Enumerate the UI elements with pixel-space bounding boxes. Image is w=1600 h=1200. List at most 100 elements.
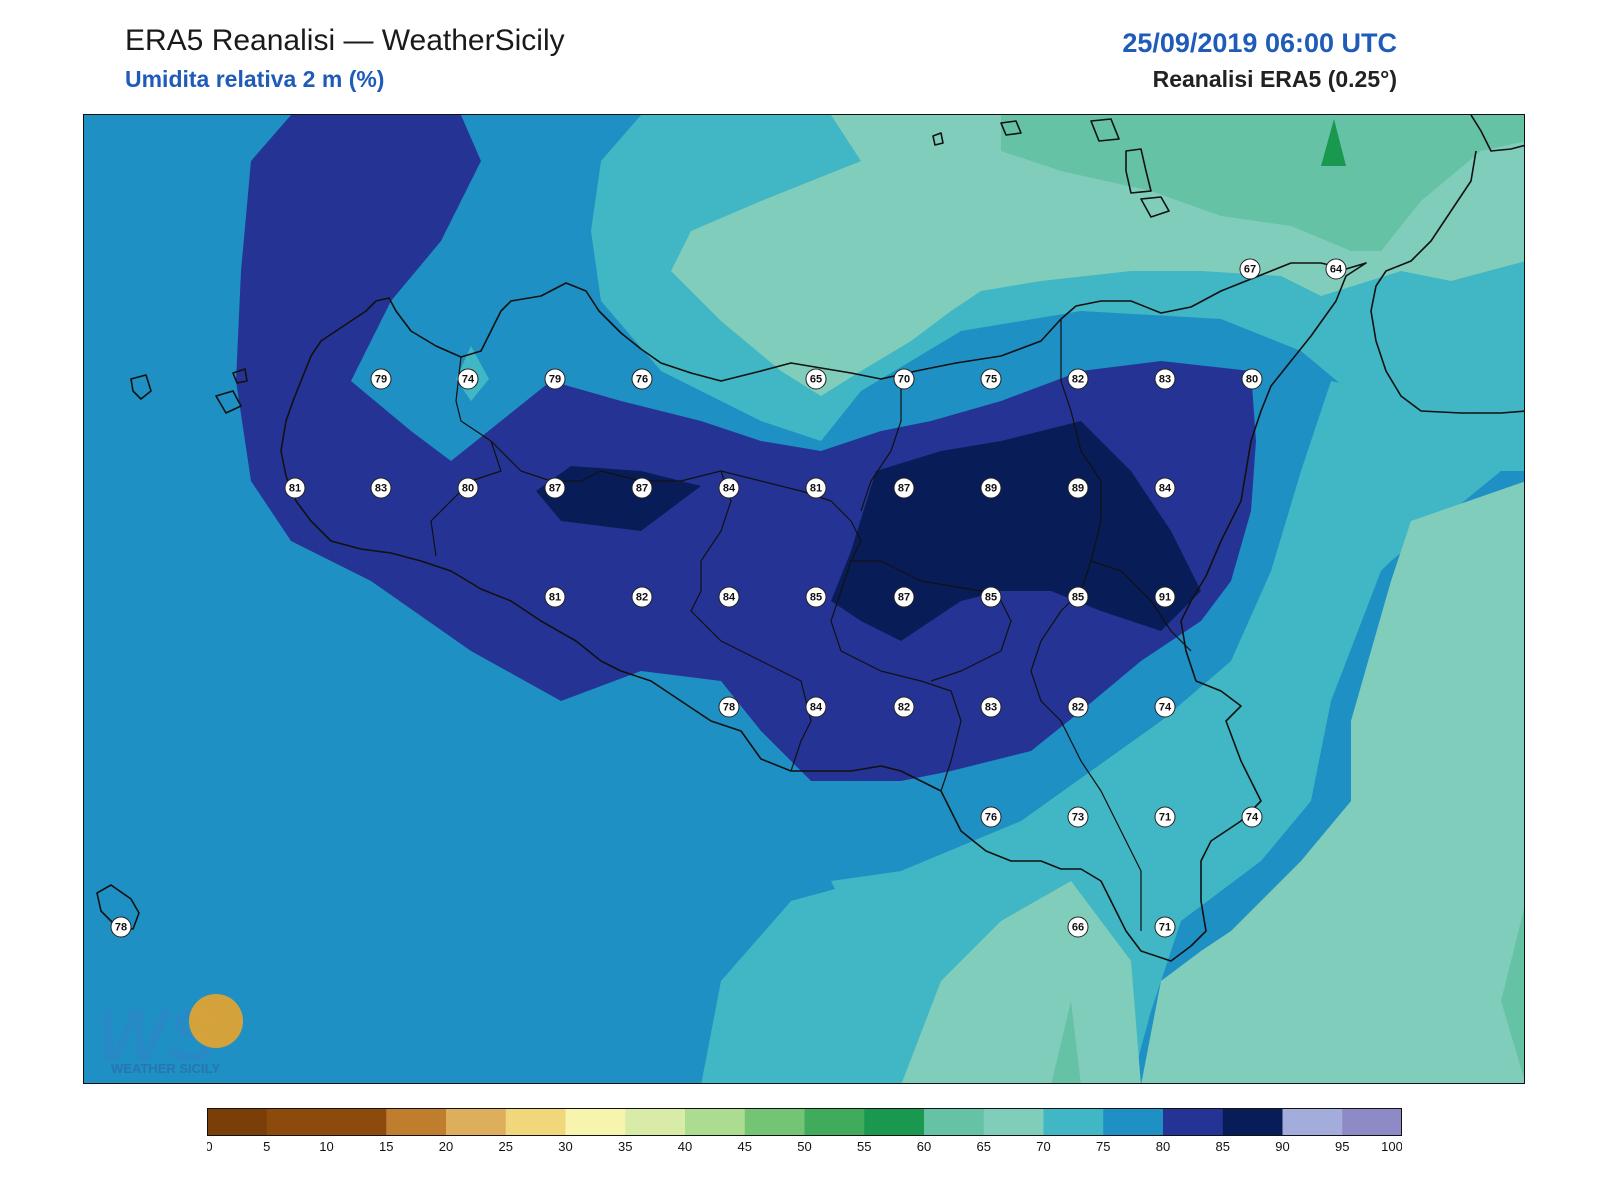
station-label: 84	[1154, 477, 1176, 499]
colorbar-tick-label: 35	[618, 1139, 632, 1154]
coastline	[96, 115, 1524, 962]
station-value: 87	[636, 483, 648, 495]
weather-sicily-logo: WS WEATHER SICILY	[97, 994, 243, 1077]
colorbar-tick-label: 85	[1216, 1139, 1230, 1154]
station-value: 87	[898, 483, 910, 495]
colorbar-tick-label: 30	[558, 1139, 572, 1154]
colorbar-swatch	[1222, 1108, 1283, 1136]
band-60-65-south	[1051, 1001, 1081, 1083]
colorbar-swatch	[1282, 1108, 1343, 1136]
aeolian-island-3	[1125, 148, 1152, 194]
colorbar-tick-label: 20	[439, 1139, 453, 1154]
station-label: 75	[980, 368, 1002, 390]
station-value: 81	[810, 483, 822, 495]
colorbar-swatch	[386, 1108, 447, 1136]
colorbar-swatch	[1103, 1108, 1164, 1136]
station-label: 87	[544, 477, 566, 499]
map-datetime: 25/09/2019 06:00 UTC	[1122, 28, 1397, 58]
station-value: 71	[1159, 812, 1171, 824]
station-value: 84	[723, 483, 736, 495]
province-borders	[430, 319, 1192, 931]
aeolian-island-1	[1000, 120, 1022, 136]
station-value: 87	[549, 483, 561, 495]
colorbar-tick-label: 90	[1275, 1139, 1289, 1154]
colorbar-tick-label: 10	[319, 1139, 333, 1154]
station-label: 76	[631, 368, 653, 390]
station-label: 78	[718, 696, 740, 718]
station-value: 83	[985, 702, 997, 714]
station-label: 64	[1325, 258, 1347, 280]
station-value: 82	[1072, 702, 1084, 714]
station-value: 82	[1072, 374, 1084, 386]
station-value: 80	[1246, 374, 1258, 386]
station-label: 82	[1067, 696, 1089, 718]
station-label: 74	[457, 368, 479, 390]
band-60-65-southeast	[1501, 909, 1524, 1079]
colorbar-swatch	[505, 1108, 566, 1136]
station-label: 83	[370, 477, 392, 499]
colorbar-swatch	[625, 1108, 686, 1136]
station-value: 75	[985, 374, 997, 386]
logo-sun	[189, 994, 243, 1048]
station-label: 70	[893, 368, 915, 390]
colorbar-swatch	[685, 1108, 746, 1136]
station-label: 74	[1154, 696, 1176, 718]
station-label: 83	[1154, 368, 1176, 390]
station-label: 84	[805, 696, 827, 718]
station-label: 85	[980, 586, 1002, 608]
station-value: 87	[898, 592, 910, 604]
station-label: 74	[1241, 806, 1263, 828]
station-value: 76	[985, 812, 997, 824]
map-title: ERA5 Reanalisi — WeatherSicily	[125, 24, 565, 57]
station-value: 84	[723, 592, 736, 604]
ustica-island	[932, 132, 944, 146]
station-value: 82	[636, 592, 648, 604]
station-value: 64	[1330, 264, 1343, 276]
colorbar-swatch	[1043, 1108, 1104, 1136]
colorbar-tick-label: 40	[678, 1139, 692, 1154]
station-value: 76	[636, 374, 648, 386]
station-value: 89	[1072, 483, 1084, 495]
station-label: 82	[1067, 368, 1089, 390]
humidity-map: 67 64 79 74 79 76 65 70 75 82 83 80 81 83 80 87 87 84 81 87…	[83, 114, 1525, 1084]
egadi-island-2	[215, 390, 242, 414]
station-label: 84	[718, 586, 740, 608]
colorbar-swatch	[924, 1108, 985, 1136]
station-label: 87	[631, 477, 653, 499]
colorbar-tick-label: 55	[857, 1139, 871, 1154]
station-value: 79	[549, 374, 561, 386]
station-value: 89	[985, 483, 997, 495]
colorbar-tick-label: 75	[1096, 1139, 1110, 1154]
station-label: 80	[1241, 368, 1263, 390]
colorbar-tick-label: 25	[499, 1139, 513, 1154]
egadi-island	[130, 374, 152, 400]
station-label: 89	[1067, 477, 1089, 499]
station-value: 85	[810, 592, 822, 604]
station-label: 76	[980, 806, 1002, 828]
station-label: 82	[893, 696, 915, 718]
colorbar-swatch	[326, 1108, 387, 1136]
colorbar-swatch	[565, 1108, 626, 1136]
station-value: 84	[1159, 483, 1172, 495]
station-label: 67	[1239, 258, 1261, 280]
station-value: 74	[1159, 702, 1172, 714]
pantelleria-island	[96, 884, 140, 930]
station-label: 89	[980, 477, 1002, 499]
station-value: 83	[1159, 374, 1171, 386]
colorbar-tick-label: 45	[738, 1139, 752, 1154]
station-label: 80	[457, 477, 479, 499]
colorbar-swatch	[1163, 1108, 1224, 1136]
station-label: 85	[1067, 586, 1089, 608]
colorbar-swatch	[744, 1108, 805, 1136]
band-65-70-south	[1141, 481, 1524, 1083]
colorbar-swatch	[207, 1108, 268, 1136]
colorbar-tick-label: 100	[1381, 1139, 1402, 1154]
station-value: 70	[898, 374, 910, 386]
station-label: 79	[370, 368, 392, 390]
station-label: 79	[544, 368, 566, 390]
colorbar-swatch	[1342, 1108, 1403, 1136]
band-85-90-west-core	[536, 466, 701, 531]
band-60-65-tyrrhenian	[1001, 115, 1524, 251]
colorbar-swatch	[804, 1108, 865, 1136]
colorbar-tick-label: 5	[263, 1139, 270, 1154]
